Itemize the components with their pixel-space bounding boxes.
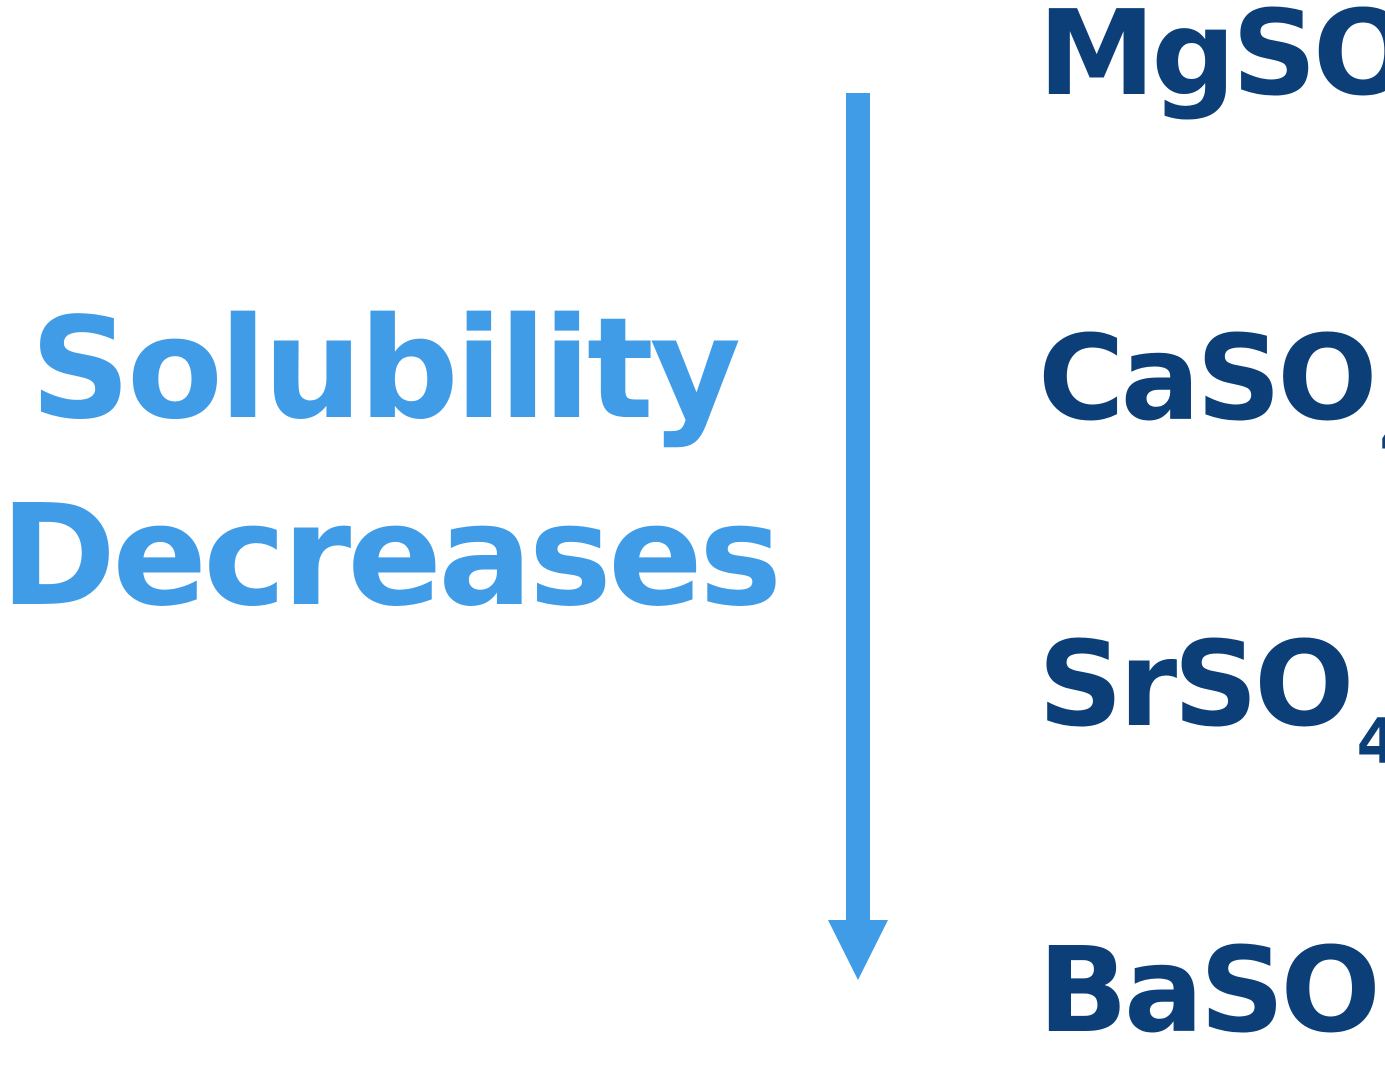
compound-base: SrSO [1038,615,1354,753]
compound-subscript: 4 [1380,399,1385,472]
arrow-shaft [846,93,870,923]
label-solubility: Solubility [30,288,741,451]
compound-mgso4: MgSO4 [1038,0,1385,142]
compound-subscript: 4 [1383,1011,1385,1084]
compound-base: MgSO [1038,0,1385,122]
arrow-head [828,920,888,980]
compound-baso4: BaSO4 [1038,931,1385,1079]
compound-subscript: 4 [1356,705,1385,778]
compound-srso4: SrSO4 [1038,625,1385,773]
compound-base: CaSO [1038,309,1378,447]
compound-caso4: CaSO4 [1038,319,1385,467]
compound-base: BaSO [1038,921,1381,1059]
label-decreases: Decreases [0,475,782,638]
